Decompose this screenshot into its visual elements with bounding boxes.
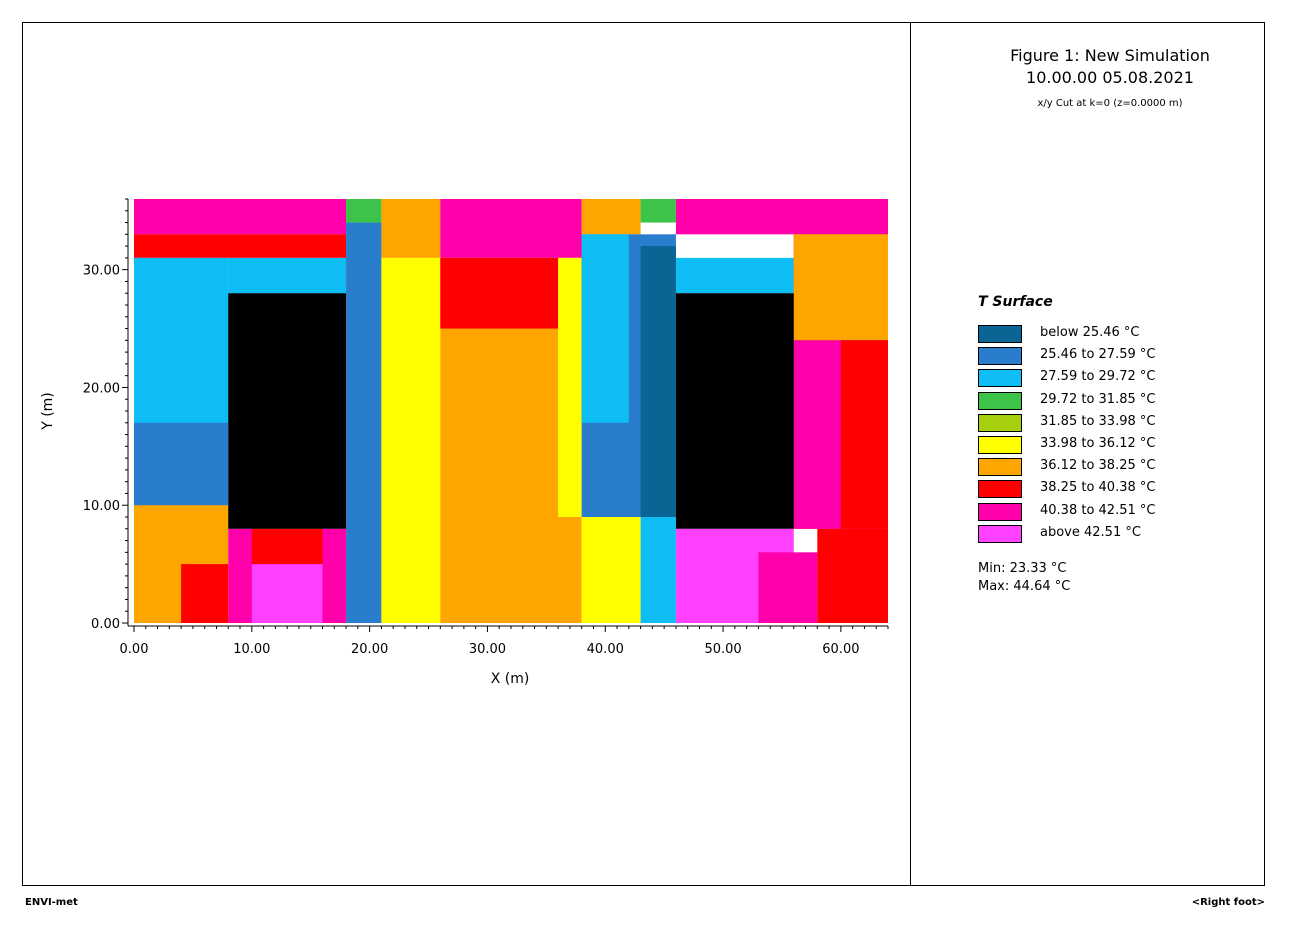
legend-label: 33.98 to 36.12 °C	[1040, 436, 1156, 451]
heatmap-cell	[675, 199, 888, 235]
heatmap-cell	[793, 234, 888, 341]
legend-swatch	[978, 436, 1022, 454]
heatmap-cell	[134, 199, 347, 235]
heatmap-cell	[181, 564, 229, 623]
heatmap-cell	[440, 199, 582, 258]
x-axis-label: X (m)	[491, 671, 530, 687]
legend-swatch	[978, 524, 1022, 543]
x-tick-label: 0.00	[120, 642, 149, 657]
heatmap-cell	[381, 257, 441, 623]
heatmap-cell	[640, 246, 676, 517]
legend-swatch	[978, 325, 1022, 343]
heatmap-cell	[346, 199, 382, 223]
building-block	[675, 293, 794, 529]
figure-frame	[22, 22, 1265, 886]
x-tick-label: 60.00	[822, 642, 859, 657]
legend-swatch	[978, 391, 1022, 410]
heatmap-cell	[134, 234, 347, 258]
legend-label: 27.59 to 29.72 °C	[1040, 369, 1156, 385]
heatmap-cell	[758, 552, 818, 623]
heatmap-plot: 0.00 10.00 20.00 30.00 40.00 50.00 60.00 0.00 10…	[40, 198, 889, 687]
heatmap-cell	[346, 222, 382, 624]
legend-swatch	[978, 502, 1022, 521]
y-tick-label: 30.00	[83, 264, 120, 279]
heatmap-cell	[581, 199, 641, 235]
heatmap-cell	[817, 528, 888, 623]
panel-divider	[910, 22, 911, 886]
y-tick-label: 0.00	[91, 617, 120, 632]
legend-label: 29.72 to 31.85 °C	[1040, 391, 1156, 407]
heatmap-cell	[581, 517, 641, 623]
legend-label: 25.46 to 27.59 °C	[1040, 347, 1156, 363]
legend-swatch	[978, 369, 1022, 388]
heatmap-cell	[675, 257, 794, 294]
heatmap-cell	[640, 517, 676, 623]
heatmap-cell	[581, 234, 629, 423]
legend-label: above 42.51 °C	[1040, 524, 1141, 540]
max-value: Max: 44.64 °C	[978, 579, 1071, 594]
x-tick-label: 20.00	[351, 642, 388, 657]
legend-label: 40.38 to 42.51 °C	[1040, 502, 1156, 518]
min-value: Min: 23.33 °C	[978, 561, 1067, 576]
heatmap-cell	[440, 257, 559, 329]
legend-swatch	[978, 480, 1022, 499]
legend-swatch	[978, 347, 1022, 366]
legend-label: 31.85 to 33.98 °C	[1040, 413, 1156, 429]
heatmap-cell	[134, 257, 229, 423]
legend-swatch	[978, 413, 1022, 432]
heatmap-cell	[558, 257, 582, 517]
legend-label: below 25.46 °C	[1040, 325, 1140, 340]
x-tick-label: 50.00	[704, 642, 741, 657]
legend-title: T Surface	[978, 294, 1053, 310]
figure-title: Figure 1: New Simulation	[1010, 46, 1210, 65]
figure-subtitle: x/y Cut at k=0 (z=0.0000 m)	[1037, 98, 1183, 109]
heatmap-cell	[251, 528, 323, 565]
building-block	[228, 293, 347, 529]
footer-left: ENVI-met	[25, 897, 78, 908]
y-tick-label: 10.00	[83, 499, 120, 514]
y-axis-label: Y (m)	[40, 392, 56, 431]
legend-label: 36.12 to 38.25 °C	[1040, 458, 1156, 474]
figure-timestamp: 10.00.00 05.08.2021	[1026, 68, 1194, 87]
heatmap-cell	[228, 257, 347, 294]
x-tick-label: 40.00	[587, 642, 624, 657]
heatmap-cell	[251, 564, 323, 623]
legend-swatch	[978, 458, 1022, 477]
x-tick-label: 10.00	[233, 642, 270, 657]
footer-right: <Right foot>	[1191, 897, 1265, 908]
heatmap-cell	[840, 340, 888, 529]
heatmap-cell	[640, 199, 676, 223]
legend-label: 38.25 to 40.38 °C	[1040, 480, 1156, 496]
heatmap-cell	[381, 199, 441, 258]
x-tick-label: 30.00	[469, 642, 506, 657]
y-tick-label: 20.00	[83, 381, 120, 396]
